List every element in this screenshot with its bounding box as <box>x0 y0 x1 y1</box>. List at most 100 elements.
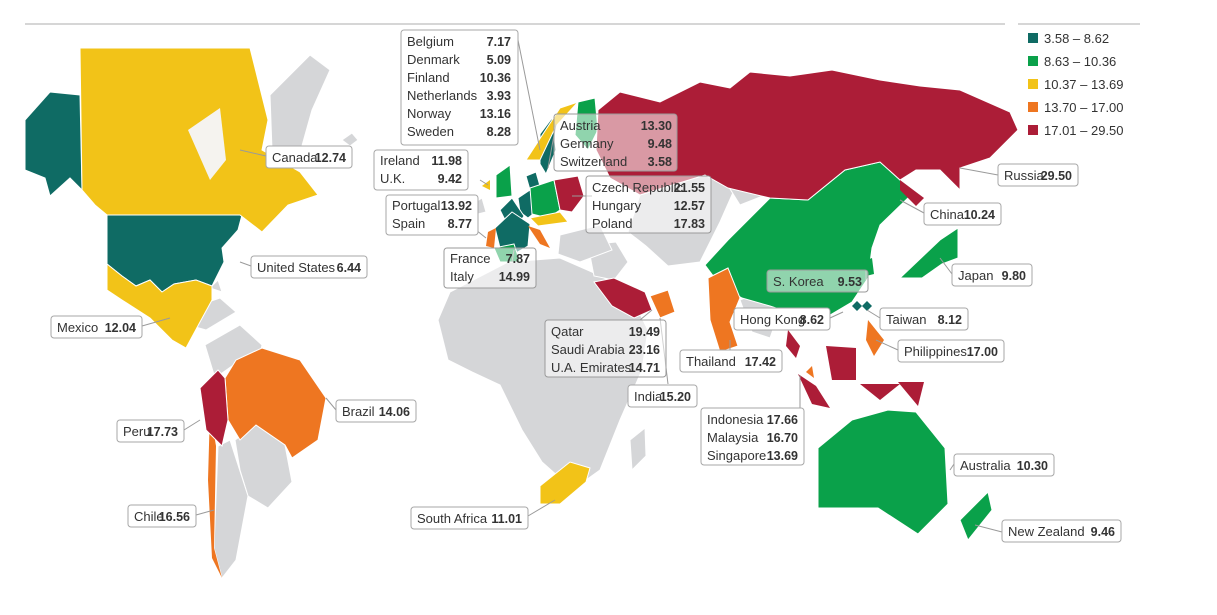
label-india-value: 15.20 <box>660 390 691 404</box>
legend-swatch-5 <box>1028 125 1038 135</box>
label-mexico-name: Mexico <box>57 320 98 335</box>
label-portugal-name: Portugal <box>392 198 441 213</box>
label-russia-value: 29.50 <box>1041 169 1072 183</box>
label-uk-value: 9.42 <box>438 172 462 186</box>
label-switzerland-value: 3.58 <box>648 155 672 169</box>
label-spain-name: Spain <box>392 216 425 231</box>
label-group-southeast-asia: Indonesia 17.66 Malaysia 16.70 Singapore… <box>707 412 798 463</box>
label-spain-value: 8.77 <box>448 217 472 231</box>
legend-label-2: 8.63 – 10.36 <box>1044 54 1116 69</box>
label-brazil-name: Brazil <box>342 404 375 419</box>
label-qatar-value: 19.49 <box>629 325 660 339</box>
label-thailand: Thailand 17.42 <box>686 354 776 369</box>
label-switzerland-name: Switzerland <box>560 154 627 169</box>
label-singapore-value: 13.69 <box>767 449 798 463</box>
label-czech-name: Czech Republic <box>592 180 684 195</box>
label-brazil: Brazil 14.06 <box>342 404 410 419</box>
label-south-africa-name: South Africa <box>417 511 488 526</box>
label-singapore-name: Singapore <box>707 448 766 463</box>
label-france-name: France <box>450 251 490 266</box>
label-indonesia-name: Indonesia <box>707 412 764 427</box>
label-czech-value: 21.55 <box>674 181 705 195</box>
label-uae-name: U.A. Emirates <box>551 360 632 375</box>
legend: 3.58 – 8.62 8.63 – 10.36 10.37 – 13.69 1… <box>1028 31 1124 138</box>
label-austria-value: 13.30 <box>641 119 672 133</box>
label-united-states: United States 6.44 <box>257 260 361 275</box>
label-indonesia-value: 17.66 <box>767 413 798 427</box>
label-finland-value: 10.36 <box>480 71 511 85</box>
label-peru-value: 17.73 <box>147 425 178 439</box>
label-hong-kong-name: Hong Kong <box>740 312 805 327</box>
label-russia: Russia 29.50 <box>1004 168 1072 183</box>
label-denmark-value: 5.09 <box>487 53 511 67</box>
label-belgium-name: Belgium <box>407 34 454 49</box>
label-sweden-value: 8.28 <box>487 125 511 139</box>
label-new-zealand-value: 9.46 <box>1091 525 1115 539</box>
land-band-5 <box>199 69 1019 447</box>
label-chile-name: Chile <box>134 509 164 524</box>
legend-label-4: 13.70 – 17.00 <box>1044 100 1124 115</box>
label-ireland-name: Ireland <box>380 153 420 168</box>
label-south-africa: South Africa 11.01 <box>417 511 522 526</box>
label-mexico-value: 12.04 <box>105 321 136 335</box>
legend-label-5: 17.01 – 29.50 <box>1044 123 1124 138</box>
label-canada-name: Canada <box>272 150 318 165</box>
label-sweden-name: Sweden <box>407 124 454 139</box>
label-s-korea: S. Korea 9.53 <box>773 274 862 289</box>
label-belgium-value: 7.17 <box>487 35 511 49</box>
label-india: India 15.20 <box>634 389 691 404</box>
legend-swatch-1 <box>1028 33 1038 43</box>
label-s-korea-value: 9.53 <box>838 275 862 289</box>
label-poland-value: 17.83 <box>674 217 705 231</box>
label-thailand-value: 17.42 <box>745 355 776 369</box>
label-netherlands-value: 3.93 <box>487 89 511 103</box>
legend-label-3: 10.37 – 13.69 <box>1044 77 1124 92</box>
label-group-central-europe: Czech Republic 21.55 Hungary 12.57 Polan… <box>592 180 705 231</box>
label-finland-name: Finland <box>407 70 450 85</box>
label-austria-name: Austria <box>560 118 601 133</box>
label-hong-kong: Hong Kong 8.62 <box>740 312 824 327</box>
label-group-iberia: Portugal 13.92 Spain 8.77 <box>392 198 472 231</box>
label-uk-name: U.K. <box>380 171 405 186</box>
label-japan-value: 9.80 <box>1002 269 1026 283</box>
label-philippines-name: Philippines <box>904 344 967 359</box>
label-hungary-value: 12.57 <box>674 199 705 213</box>
label-boxes <box>50 29 1122 543</box>
label-peru: Peru 17.73 <box>123 424 178 439</box>
label-poland-name: Poland <box>592 216 632 231</box>
label-italy-value: 14.99 <box>499 270 530 284</box>
label-philippines: Philippines 17.00 <box>904 344 998 359</box>
label-russia-name: Russia <box>1004 168 1045 183</box>
label-group-nordic: Belgium 7.17 Denmark 5.09 Finland 10.36 … <box>407 34 511 139</box>
label-peru-name: Peru <box>123 424 150 439</box>
label-group-france-italy: France 7.87 Italy 14.99 <box>450 251 530 284</box>
label-us-name: United States <box>257 260 336 275</box>
label-hungary-name: Hungary <box>592 198 642 213</box>
label-china-value: 10.24 <box>964 208 995 222</box>
label-norway-name: Norway <box>407 106 452 121</box>
label-china: China 10.24 <box>930 207 995 222</box>
label-chile: Chile 16.56 <box>134 509 190 524</box>
label-netherlands-name: Netherlands <box>407 88 478 103</box>
label-saudi-name: Saudi Arabia <box>551 342 625 357</box>
label-australia-value: 10.30 <box>1017 459 1048 473</box>
label-japan-name: Japan <box>958 268 993 283</box>
legend-swatch-4 <box>1028 102 1038 112</box>
label-new-zealand: New Zealand 9.46 <box>1008 524 1115 539</box>
label-chile-value: 16.56 <box>159 510 190 524</box>
label-canada-value: 12.74 <box>315 151 346 165</box>
label-group-gulf: Qatar 19.49 Saudi Arabia 23.16 U.A. Emir… <box>551 324 660 375</box>
label-taiwan-name: Taiwan <box>886 312 926 327</box>
label-mexico: Mexico 12.04 <box>57 320 136 335</box>
label-ireland-value: 11.98 <box>431 154 462 168</box>
label-australia-name: Australia <box>960 458 1011 473</box>
label-philippines-value: 17.00 <box>967 345 998 359</box>
label-china-name: China <box>930 207 965 222</box>
label-group-ireland-uk: Ireland 11.98 U.K. 9.42 <box>380 153 462 186</box>
label-japan: Japan 9.80 <box>958 268 1026 283</box>
label-qatar-name: Qatar <box>551 324 584 339</box>
label-malaysia-value: 16.70 <box>767 431 798 445</box>
label-australia: Australia 10.30 <box>960 458 1048 473</box>
label-south-africa-value: 11.01 <box>491 512 522 526</box>
